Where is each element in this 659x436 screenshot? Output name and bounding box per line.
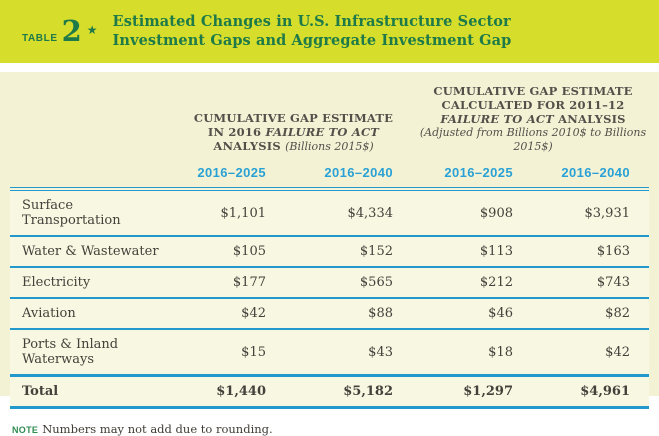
total-value-cell: $1,440: [170, 374, 290, 409]
row-label: Surface Transportation: [10, 189, 170, 236]
value-cell: $105: [170, 235, 290, 267]
value-cell: $113: [417, 235, 537, 267]
total-value-cell: $4,961: [537, 374, 649, 409]
column-header-2016-2025-a: 2016–2025: [170, 157, 290, 191]
gap-table: CUMULATIVE GAP ESTIMATE IN 2016 FAILURE …: [10, 80, 649, 409]
table-number: 2: [61, 14, 82, 48]
total-label: Total: [10, 374, 170, 409]
year-header-row: 2016–2025 2016–2040 2016–2025 2016–2040: [10, 157, 649, 191]
row-label: Ports & Inland Waterways: [10, 328, 170, 376]
value-cell: $212: [417, 266, 537, 298]
value-cell: $4,334: [290, 189, 417, 236]
table-panel: CUMULATIVE GAP ESTIMATE IN 2016 FAILURE …: [0, 72, 659, 436]
column-group-2016-analysis: CUMULATIVE GAP ESTIMATE IN 2016 FAILURE …: [170, 80, 417, 157]
group1-line3: ANALYSIS (Billions 2015$): [213, 139, 374, 153]
row-label: Electricity: [10, 266, 170, 298]
table-title-line2: Investment Gaps and Aggregate Investment…: [112, 31, 512, 49]
value-cell: $152: [290, 235, 417, 267]
group2-line1: CUMULATIVE GAP ESTIMATE: [433, 84, 633, 98]
table-tag: TABLE 2 ★: [22, 17, 98, 46]
value-cell: $177: [170, 266, 290, 298]
note-text: Numbers may not add due to rounding.: [42, 422, 273, 436]
value-cell: $3,931: [537, 189, 649, 236]
table-row: Aviation $42 $88 $46 $82: [10, 297, 649, 329]
value-cell: $43: [290, 328, 417, 376]
table-row: Surface Transportation $1,101 $4,334 $90…: [10, 189, 649, 236]
group2-line2: CALCULATED FOR 2011–12: [441, 98, 625, 112]
column-group-2011-12-analysis: CUMULATIVE GAP ESTIMATE CALCULATED FOR 2…: [417, 80, 649, 157]
group-header-row: CUMULATIVE GAP ESTIMATE IN 2016 FAILURE …: [10, 80, 649, 157]
table-row: Ports & Inland Waterways $15 $43 $18 $42: [10, 328, 649, 376]
value-cell: $42: [170, 297, 290, 329]
value-cell: $743: [537, 266, 649, 298]
column-header-2016-2040-b: 2016–2040: [537, 157, 649, 191]
value-cell: $15: [170, 328, 290, 376]
group1-line1: CUMULATIVE GAP ESTIMATE: [193, 111, 394, 125]
gap-table-header: CUMULATIVE GAP ESTIMATE IN 2016 FAILURE …: [10, 80, 649, 191]
row-label: Water & Wastewater: [10, 235, 170, 267]
total-value-cell: $1,297: [417, 374, 537, 409]
note-label: NOTE: [12, 425, 39, 435]
group-header-spacer: [10, 80, 170, 157]
gap-table-body: Surface Transportation $1,101 $4,334 $90…: [10, 189, 649, 409]
value-cell: $18: [417, 328, 537, 376]
table-row: Water & Wastewater $105 $152 $113 $163: [10, 235, 649, 267]
value-cell: $565: [290, 266, 417, 298]
value-cell: $82: [537, 297, 649, 329]
value-cell: $46: [417, 297, 537, 329]
table-row: Electricity $177 $565 $212 $743: [10, 266, 649, 298]
group2-line3: FAILURE TO ACT ANALYSIS: [440, 112, 626, 126]
table-title-line1: Estimated Changes in U.S. Infrastructure…: [112, 12, 511, 30]
star-icon: ★: [86, 23, 98, 37]
row-label: Aviation: [10, 297, 170, 329]
column-header-2016-2025-b: 2016–2025: [417, 157, 537, 191]
table-title: Estimated Changes in U.S. Infrastructure…: [113, 13, 512, 50]
value-cell: $88: [290, 297, 417, 329]
footnote: NOTE Numbers may not add due to rounding.: [12, 422, 649, 436]
table-header-bar: TABLE 2 ★ Estimated Changes in U.S. Infr…: [0, 0, 659, 63]
column-header-2016-2040-a: 2016–2040: [290, 157, 417, 191]
group1-line2: IN 2016 FAILURE TO ACT: [207, 125, 380, 139]
value-cell: $1,101: [170, 189, 290, 236]
total-row: Total $1,440 $5,182 $1,297 $4,961: [10, 374, 649, 409]
year-header-spacer: [10, 157, 170, 191]
table-label: TABLE: [22, 33, 58, 44]
value-cell: $908: [417, 189, 537, 236]
total-value-cell: $5,182: [290, 374, 417, 409]
group2-line4: (Adjusted from Billions 2010$ to Billion…: [419, 126, 647, 153]
value-cell: $42: [537, 328, 649, 376]
value-cell: $163: [537, 235, 649, 267]
